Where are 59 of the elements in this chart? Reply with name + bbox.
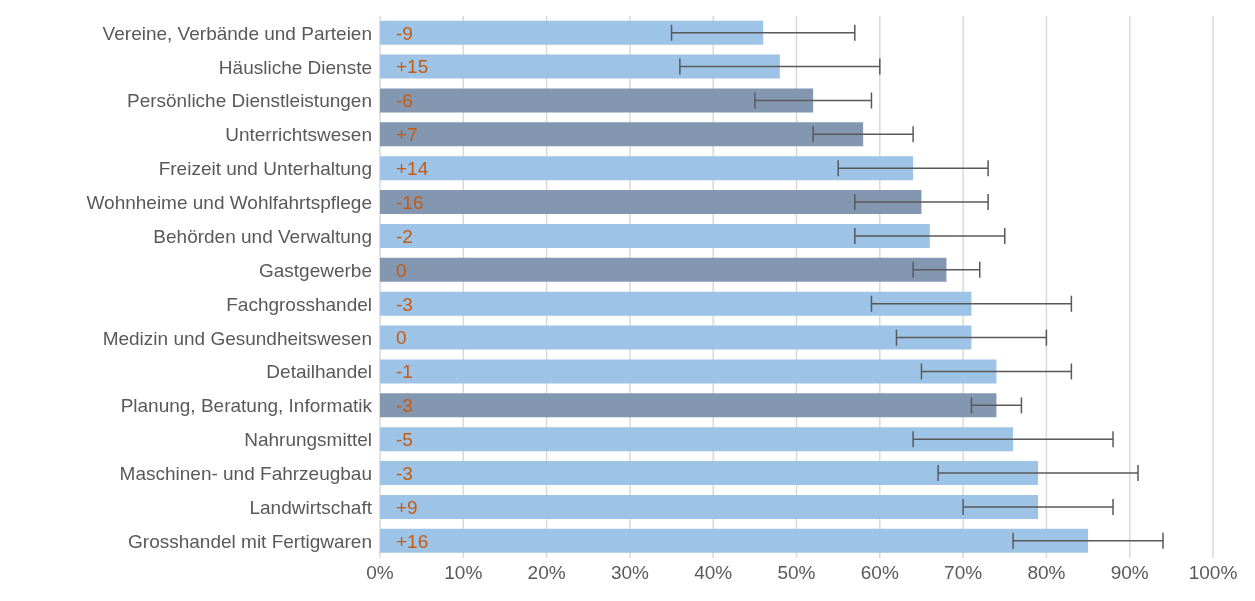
bar bbox=[380, 20, 764, 45]
y-tick-label: Gastgewerbe bbox=[258, 259, 372, 281]
annotation: -16 bbox=[396, 191, 424, 213]
bar bbox=[380, 190, 922, 215]
bar bbox=[380, 359, 997, 384]
bar bbox=[380, 291, 972, 316]
annotation: +9 bbox=[396, 496, 418, 518]
bar bbox=[380, 461, 1039, 486]
y-tick-label: Häusliche Dienste bbox=[218, 56, 372, 78]
x-tick-label: 100% bbox=[1188, 562, 1238, 584]
y-tick-label: Landwirtschaft bbox=[249, 496, 373, 518]
annotation: -9 bbox=[396, 22, 413, 44]
x-tick-label: 60% bbox=[860, 562, 899, 584]
bar bbox=[380, 325, 972, 350]
y-tick-label: Maschinen- und Fahrzeugbau bbox=[119, 463, 372, 485]
y-tick-label: Nahrungsmittel bbox=[244, 429, 372, 451]
annotation: -2 bbox=[396, 225, 413, 247]
annotation: -3 bbox=[396, 395, 413, 417]
y-tick-label: Wohnheime und Wohlfahrtspflege bbox=[86, 192, 372, 214]
y-tick-label: Medizin und Gesundheitswesen bbox=[102, 327, 372, 349]
bar bbox=[380, 257, 947, 282]
bar bbox=[380, 156, 914, 181]
y-tick-label: Freizeit und Unterhaltung bbox=[158, 158, 372, 180]
x-tick-label: 30% bbox=[610, 562, 650, 584]
annotation: 0 bbox=[396, 259, 407, 281]
annotation: -3 bbox=[396, 462, 413, 484]
x-tick-label: 10% bbox=[444, 562, 483, 584]
y-tick-label: Fachgrosshandel bbox=[226, 293, 372, 315]
annotation: -1 bbox=[396, 361, 413, 383]
x-tick-label: 50% bbox=[777, 562, 816, 584]
bar bbox=[380, 494, 1039, 519]
y-tick-label: Detailhandel bbox=[266, 361, 372, 383]
bar bbox=[380, 393, 997, 418]
y-tick-label: Vereine, Verbände und Parteien bbox=[102, 22, 372, 44]
annotation: -5 bbox=[396, 429, 413, 451]
x-tick-label: 90% bbox=[1110, 562, 1149, 584]
y-tick-label: Planung, Beratung, Informatik bbox=[120, 395, 373, 417]
annotation: +14 bbox=[396, 158, 429, 180]
y-tick-label: Persönliche Dienstleistungen bbox=[126, 90, 372, 112]
annotation: +16 bbox=[396, 530, 429, 552]
annotation: -6 bbox=[396, 90, 413, 112]
x-tick-label: 80% bbox=[1027, 562, 1066, 584]
annotation: -3 bbox=[396, 293, 413, 315]
bar bbox=[380, 427, 1014, 452]
annotation: 0 bbox=[396, 327, 407, 349]
annotation: +7 bbox=[396, 124, 418, 146]
x-tick-label: 70% bbox=[944, 562, 983, 584]
x-tick-label: 20% bbox=[527, 562, 566, 584]
y-tick-label: Behörden und Verwaltung bbox=[153, 225, 372, 247]
annotation: +15 bbox=[396, 56, 429, 78]
bar bbox=[380, 223, 930, 248]
x-tick-label: 40% bbox=[694, 562, 733, 584]
x-tick-label: 0% bbox=[366, 562, 394, 584]
bar bbox=[380, 122, 864, 147]
y-tick-label: Unterrichtswesen bbox=[225, 124, 372, 146]
bar bbox=[380, 54, 780, 79]
y-tick-label: Grosshandel mit Fertigwaren bbox=[128, 530, 372, 552]
bar bbox=[380, 88, 814, 113]
bar bbox=[380, 528, 1089, 553]
